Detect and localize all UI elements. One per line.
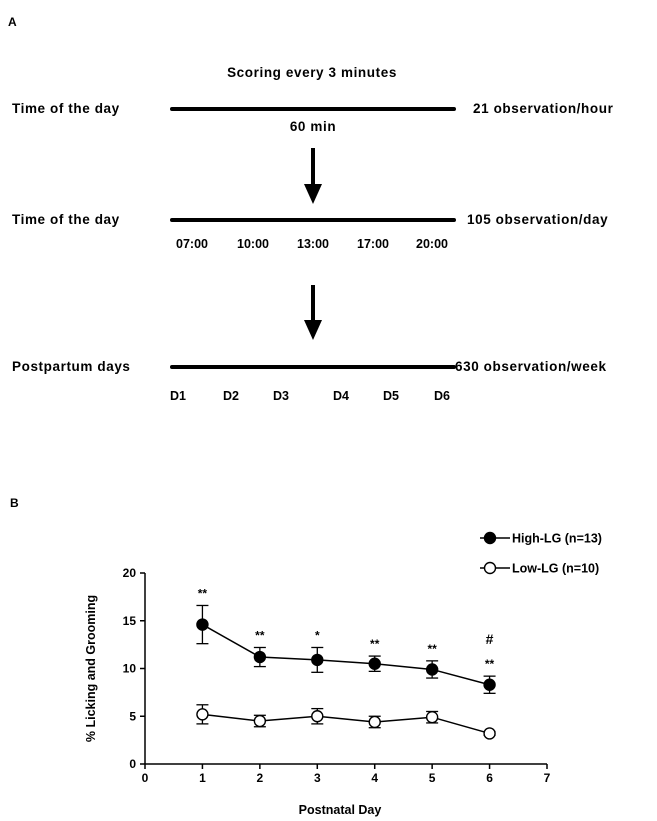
row-day-right-label: 105 observation/day [467, 212, 608, 227]
y-tick-label: 0 [129, 757, 136, 771]
hash-annotation: # [486, 631, 494, 647]
row-day-left-label: Time of the day [12, 212, 120, 227]
x-tick-label: 4 [371, 771, 378, 785]
y-axis-title: % Licking and Grooming [84, 595, 98, 742]
low-lg-point [253, 714, 267, 728]
low-lg-point [425, 711, 439, 724]
row-week-right-label: 630 observation/week [455, 359, 607, 374]
high-lg-point [483, 678, 496, 691]
significance-stars: ** [370, 637, 380, 651]
panel-a-letter: A [8, 15, 17, 29]
high-lg-point [196, 618, 209, 631]
row-day-tick: 10:00 [237, 237, 269, 251]
low-lg-point [311, 710, 324, 723]
y-tick-label: 15 [123, 614, 137, 628]
low-lg-point [196, 708, 209, 721]
legend-entry: Low-LG (n=10) [512, 562, 599, 576]
row-week-tick: D2 [223, 389, 239, 403]
schema-row-day: Time of the day 105 observation/day 07:0… [12, 212, 608, 251]
high-lg-point [311, 653, 324, 667]
chart-legend: High-LG (n=13) Low-LG (n=10) [480, 532, 602, 576]
error-bars [196, 604, 496, 736]
y-tick-label: 10 [123, 662, 137, 676]
row-week-tick: D1 [170, 389, 186, 403]
arrow-down-1 [304, 148, 322, 204]
x-tick-label: 6 [486, 771, 493, 785]
panel-a: A Scoring every 3 minutes Time of the da… [8, 15, 614, 403]
row-day-tick: 13:00 [297, 237, 329, 251]
row-day-tick: 17:00 [357, 237, 389, 251]
row-week-tick: D5 [383, 389, 399, 403]
significance-stars: ** [198, 586, 208, 600]
row-day-tick: 07:00 [176, 237, 208, 251]
high-lg-point [425, 663, 439, 676]
x-tick-label: 0 [142, 771, 149, 785]
panel-b-letter: B [10, 496, 19, 510]
legend-marker-filled [483, 531, 497, 545]
low-lg-point [368, 715, 381, 729]
arrow-down-2 [304, 285, 322, 340]
series-line [202, 623, 490, 686]
significance-stars: * [315, 628, 320, 642]
row-week-tick: D3 [273, 389, 289, 403]
row-hour-left-label: Time of the day [12, 101, 120, 116]
schema-row-week: Postpartum days 630 observation/week D1 … [12, 359, 607, 403]
row-week-tick: D4 [333, 389, 349, 403]
row-hour-sub-label: 60 min [290, 119, 336, 134]
significance-stars: ** [427, 642, 437, 656]
series-lines [202, 623, 490, 735]
x-axis-title: Postnatal Day [299, 803, 382, 817]
row-week-tick: D6 [434, 389, 450, 403]
legend-marker-open [483, 561, 497, 575]
row-hour-right-label: 21 observation/hour [473, 101, 614, 116]
x-tick-label: 1 [199, 771, 206, 785]
x-tick-label: 2 [257, 771, 264, 785]
significance-stars: ** [485, 657, 495, 671]
x-tick-label: 3 [314, 771, 321, 785]
schema-row-hour: Time of the day 21 observation/hour 60 m… [12, 101, 614, 134]
chart-axes: 0 1 2 3 4 5 6 7 0 5 10 15 20 [123, 566, 551, 785]
row-week-left-label: Postpartum days [12, 359, 131, 374]
legend-entry: High-LG (n=13) [512, 532, 602, 546]
low-lg-point [483, 727, 496, 740]
y-tick-label: 5 [129, 709, 136, 723]
schema-header: Scoring every 3 minutes [227, 65, 397, 80]
x-tick-label: 7 [544, 771, 551, 785]
high-lg-point [368, 657, 381, 670]
y-tick-label: 20 [123, 566, 137, 580]
series-line [202, 713, 490, 735]
x-tick-label: 5 [429, 771, 436, 785]
high-lg-point [253, 650, 267, 664]
significance-annotations: **** *** ****# [198, 586, 495, 671]
row-day-tick: 20:00 [416, 237, 448, 251]
data-points [196, 618, 496, 740]
significance-stars: ** [255, 628, 265, 642]
